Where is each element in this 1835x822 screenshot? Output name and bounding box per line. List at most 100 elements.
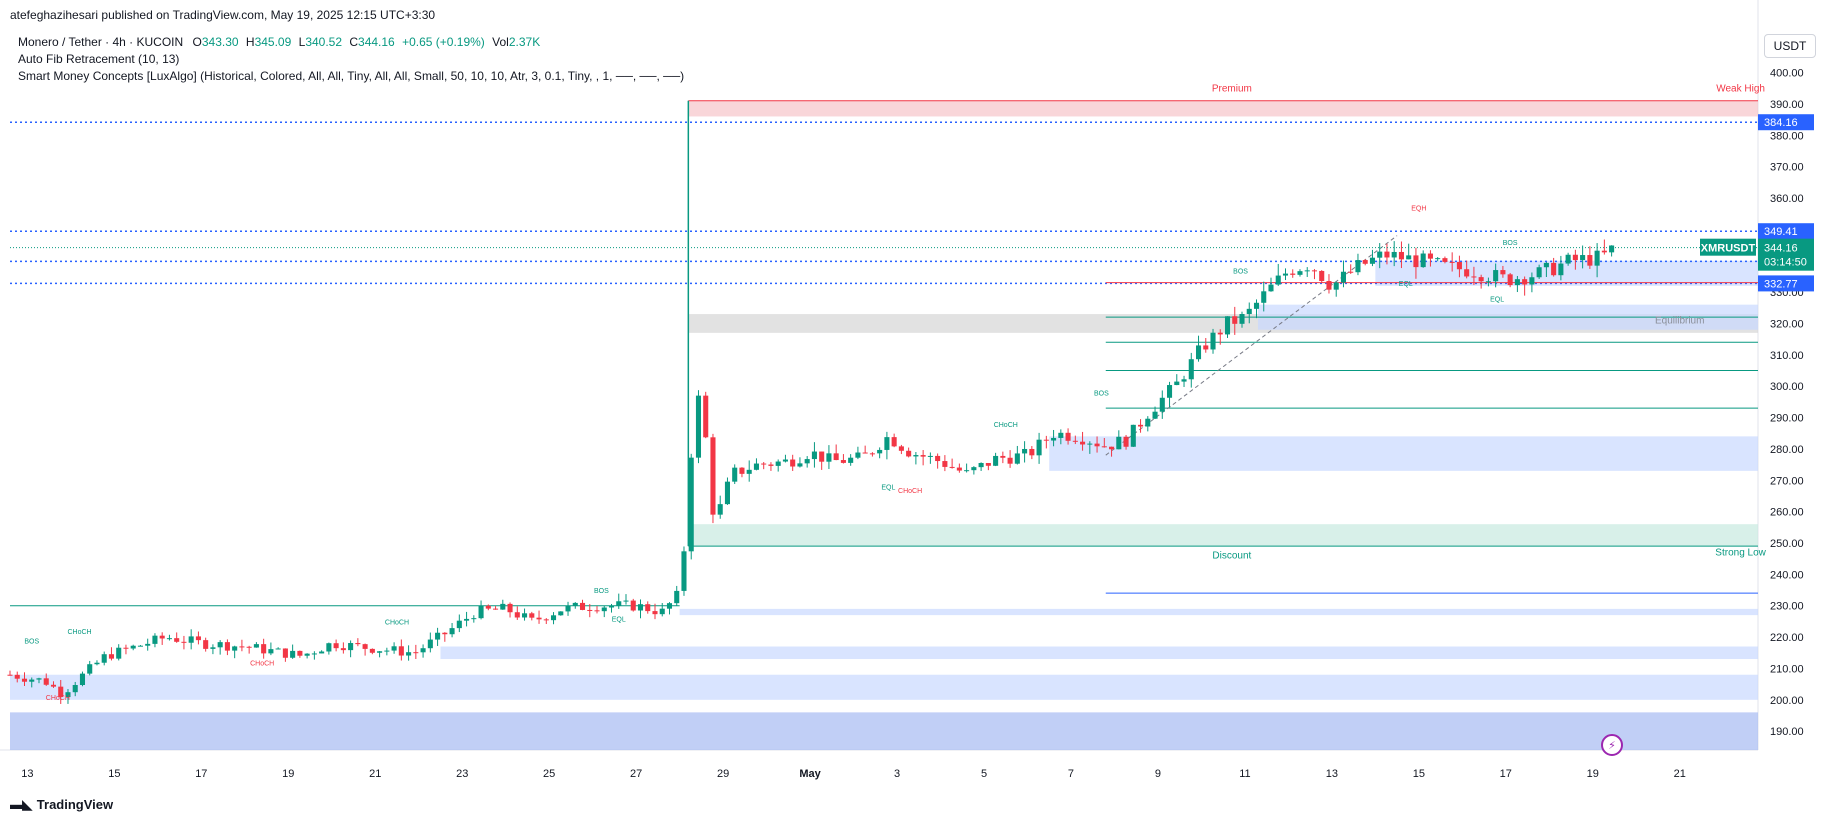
candle-body [623,600,629,602]
y-tick-label: 190.00 [1770,726,1804,738]
candle-body [1101,446,1107,448]
y-tick-label: 200.00 [1770,695,1804,707]
candle-body [1261,291,1267,303]
candle-body [1398,251,1404,260]
candle-body [739,467,745,474]
structure-label-eqh-12: EQH [1411,206,1426,213]
candle-body [181,641,187,643]
candle-body [1449,261,1455,263]
candle-body [1080,441,1086,445]
chart-legend: Monero / Tether · 4h · KUCOIN O343.30 H3… [18,34,684,85]
candle-body [848,457,854,463]
candle-body [1311,270,1318,272]
structure-label-choch-4: CHoCH [385,620,409,627]
structure-label-bos-0: BOS [24,638,39,645]
publisher-line: atefeghazihesari published on TradingVie… [10,8,436,22]
candle-body [1014,453,1020,464]
candle-body [964,470,970,472]
currency-selector[interactable]: USDT [1764,34,1816,58]
candle-body [72,684,78,693]
x-tick-label: 17 [195,768,207,780]
candle-body [29,679,35,682]
x-tick-label: 11 [1239,768,1250,780]
candle-body [1166,385,1173,398]
zone-label-4: Strong Low [1715,548,1766,559]
structure-label-choch-9: CHoCH [994,422,1018,429]
candle-body [1377,251,1383,258]
tradingview-mark-icon: ▬◣ [10,796,33,812]
price-tag-0 [1758,114,1814,131]
candle-body [869,453,875,455]
candle-body [377,651,383,653]
x-tick-label: 29 [717,768,729,780]
candle-body [1195,345,1202,360]
x-tick-label: 27 [630,768,642,780]
y-tick-label: 400.00 [1770,68,1804,80]
candle-body [1471,276,1477,278]
candle-body [906,450,912,457]
candle-body [1181,379,1187,382]
candle-body [471,618,477,620]
candle-body [833,453,839,461]
candle-body [1601,250,1607,253]
candle-body [246,646,252,648]
candle-body [971,467,977,471]
candle-body [58,686,64,698]
candle-body [435,632,441,640]
lightning-icon[interactable]: ⚡ [1601,734,1623,756]
y-tick-label: 370.00 [1770,162,1804,174]
candle-body [891,437,897,447]
candle-body [1427,253,1433,259]
candle-body [688,457,694,552]
candle-body [36,678,42,680]
candle-body [1065,432,1071,441]
symbol-name[interactable]: Monero / Tether · 4h · KUCOIN [18,35,184,49]
candle-body [326,643,332,652]
candle-body [1464,269,1470,277]
candle-body [840,460,846,463]
candle-body [674,590,680,604]
candle-body [587,609,593,611]
ohlc-high-label: H [245,35,255,49]
candle-body [1000,455,1006,458]
candle-body [232,646,238,651]
structure-label-bos-5: BOS [594,588,609,595]
x-tick-label: 21 [369,768,381,780]
candle-body [1239,314,1245,324]
indicator-smc[interactable]: Smart Money Concepts [LuxAlgo] (Historic… [18,69,685,83]
candle-body [753,463,759,470]
symbol-tag-text: XMRUSDT [1701,243,1756,255]
candle-body [203,640,209,649]
candle-body [877,449,883,454]
bar-countdown-text: 03:14:50 [1764,257,1807,269]
x-tick-label: 23 [456,768,468,780]
zone-label-3: Weak High [1716,83,1765,94]
candle-body [507,603,513,613]
candle-body [1051,437,1057,441]
candle-body [1072,440,1078,442]
candle-body [362,644,368,649]
candle-body [1587,255,1593,266]
indicator-fib[interactable]: Auto Fib Retracement (10, 13) [18,52,180,66]
candle-body [101,654,107,663]
candle-body [985,462,991,466]
ohlc-close-label: C [349,35,359,49]
y-tick-label: 270.00 [1770,475,1804,487]
x-tick-label: 25 [543,768,555,780]
candle-body [645,604,651,612]
candle-body [978,462,984,468]
x-tick-label: 13 [21,768,33,780]
x-tick-label: 13 [1326,768,1338,780]
candle-body [775,461,781,466]
candle-body [123,647,129,649]
zone-order-block-6 [679,608,1758,616]
candle-body [572,602,578,606]
candle-body [884,437,890,450]
candle-body [956,467,962,471]
candle-body [79,673,86,685]
candle-body [152,635,158,644]
candle-body [811,451,817,460]
candle-body [1507,274,1513,286]
current-price-text: 344.16 [1764,243,1798,255]
